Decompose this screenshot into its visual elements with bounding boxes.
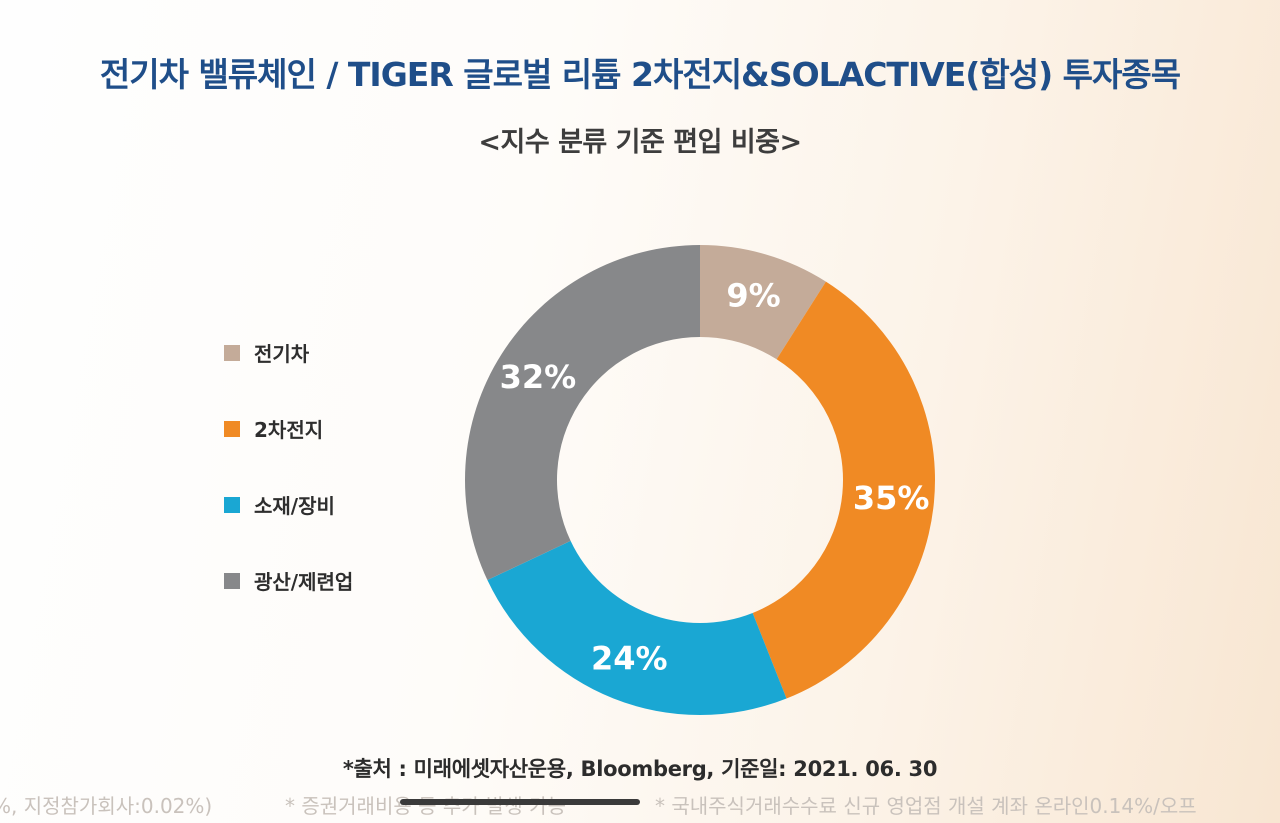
legend-item-materials: 소재/장비 <box>224 490 335 519</box>
legend-swatch-materials <box>224 496 240 513</box>
legend-label-ev: 전기차 <box>254 342 310 366</box>
legend-label-battery: 2차전지 <box>254 418 324 442</box>
legend-item-ev: 전기차 <box>224 338 309 367</box>
legend-item-mining: 광산/제련업 <box>224 566 353 595</box>
chart-subtitle: <지수 분류 기준 편입 비중> <box>478 127 802 158</box>
legend-swatch-battery <box>224 420 240 437</box>
legend-swatch-mining <box>224 572 240 589</box>
donut-slice-mining <box>465 245 700 581</box>
legend-item-battery: 2차전지 <box>224 414 323 443</box>
donut-slice-materials <box>487 540 787 715</box>
legend-swatch-ev <box>224 344 240 361</box>
legend-label-mining: 광산/제련업 <box>254 570 354 594</box>
footer-text-right: * 국내주식거래수수료 신규 영업점 개설 계좌 온라인0.14%/오프 <box>655 794 1197 818</box>
donut-label-materials: 24% <box>591 640 668 678</box>
footer-text-middle: * 증권거래비용 등 추가 발생 가능 <box>285 794 566 818</box>
source-note: *출처 : 미래에셋자산운용, Bloomberg, 기준일: 2021. 06… <box>342 757 938 781</box>
home-indicator[interactable] <box>400 799 640 805</box>
donut-chart: 9% 35% 24% 32% <box>440 220 960 740</box>
footer-ticker: %, 지정참가회사:0.02%) * 증권거래비용 등 추가 발생 가능 * 국… <box>0 790 1280 820</box>
page-title: 전기차 밸류체인 / TIGER 글로벌 리튬 2차전지&SOLACTIVE(합… <box>99 55 1181 94</box>
donut-label-ev: 9% <box>726 277 780 315</box>
donut-label-mining: 32% <box>500 358 577 396</box>
donut-label-battery: 35% <box>853 479 930 517</box>
donut-slice-ev <box>700 245 826 360</box>
legend-label-materials: 소재/장비 <box>254 494 335 518</box>
footer-text-left: %, 지정참가회사:0.02%) <box>0 794 213 818</box>
donut-slice-battery <box>752 281 935 699</box>
